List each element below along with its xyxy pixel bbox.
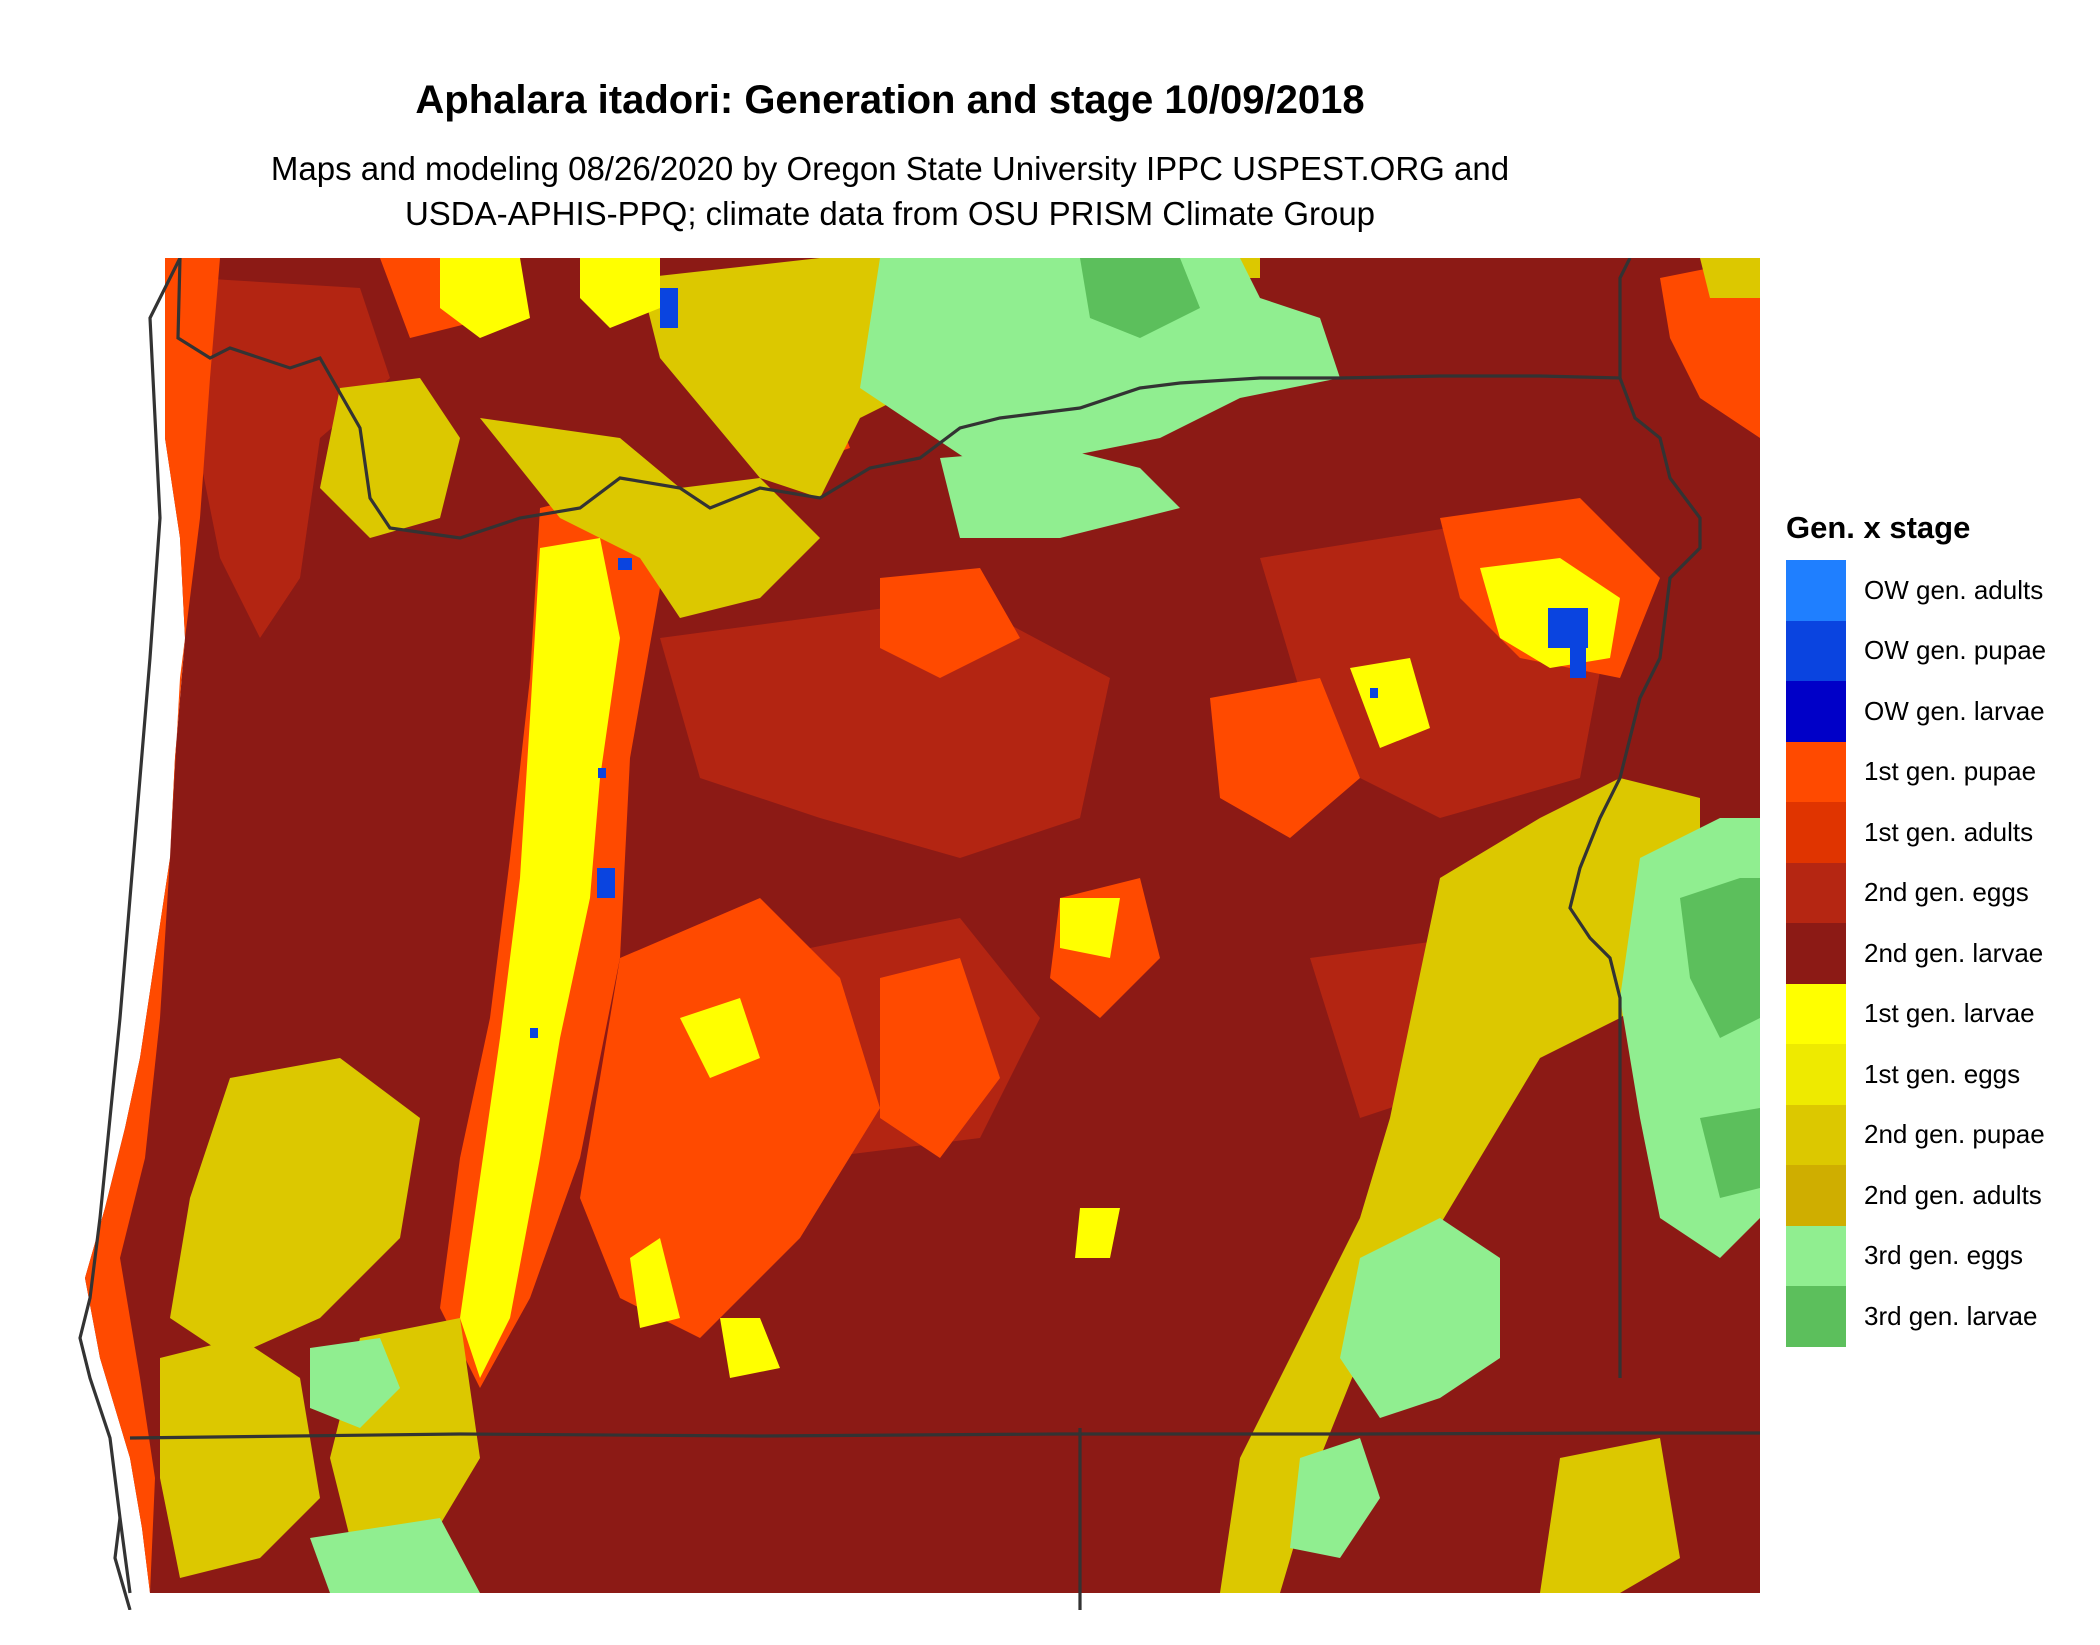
zone-2nd-gen-pupae: [160, 258, 1760, 1593]
legend-label: 2nd gen. larvae: [1864, 937, 2044, 968]
legend-item: 2nd gen. adults: [1786, 1165, 2086, 1226]
legend-label: 2nd gen. pupae: [1864, 1119, 2045, 1150]
legend-label: 2nd gen. adults: [1864, 1179, 2042, 1210]
subtitle-line-2: USDA-APHIS-PPQ; climate data from OSU PR…: [404, 195, 1376, 232]
legend-label: 1st gen. larvae: [1864, 998, 2035, 1029]
legend-title: Gen. x stage: [1786, 510, 1971, 545]
legend-swatch: [1786, 862, 1846, 923]
legend-label: 1st gen. pupae: [1864, 756, 2037, 787]
legend-swatch: [1786, 983, 1846, 1044]
legend-label: 1st gen. eggs: [1864, 1058, 2021, 1089]
legend-label: 2nd gen. eggs: [1864, 877, 2029, 908]
legend-swatch: [1786, 1286, 1846, 1347]
page-title: Aphalara itadori: Generation and stage 1…: [415, 78, 1365, 122]
legend-swatch: [1786, 923, 1846, 984]
boundary-lines: [78, 258, 1760, 1610]
legend-swatch: [1786, 620, 1846, 681]
legend-swatch: [1786, 1165, 1846, 1226]
map-panel: [60, 258, 1760, 1610]
legend-swatch: [1786, 802, 1846, 863]
legend-label: OW gen. pupae: [1864, 635, 2047, 666]
legend-item: OW gen. pupae: [1786, 620, 2086, 681]
legend-item: 1st gen. larvae: [1786, 983, 2086, 1044]
legend-swatch: [1786, 560, 1846, 621]
legend-item: 1st gen. pupae: [1786, 741, 2086, 802]
legend-swatch: [1786, 741, 1846, 802]
legend-item: OW gen. larvae: [1786, 681, 2086, 742]
legend-label: OW gen. larvae: [1864, 695, 2045, 726]
legend-label: 1st gen. adults: [1864, 816, 2034, 847]
legend-swatch: [1786, 681, 1846, 742]
legend-label: 3rd gen. eggs: [1864, 1240, 2024, 1271]
legend-item: 3rd gen. larvae: [1786, 1286, 2086, 1347]
legend-label: OW gen. adults: [1864, 574, 2044, 605]
legend-swatch: [1786, 1225, 1846, 1286]
legend-item: 2nd gen. pupae: [1786, 1104, 2086, 1165]
legend-item: 3rd gen. eggs: [1786, 1225, 2086, 1286]
legend-item: 1st gen. eggs: [1786, 1044, 2086, 1105]
legend: Gen. x stage OW gen. adults OW gen. pupae…: [1786, 510, 2086, 1347]
legend-swatch: [1786, 1044, 1846, 1105]
zone-ow-gen: [530, 288, 1588, 1038]
subtitle-line-1: Maps and modeling 08/26/2020 by Oregon S…: [270, 150, 1510, 187]
zone-3rd-gen-larvae: [1080, 258, 1760, 1198]
legend-item: 2nd gen. eggs: [1786, 862, 2086, 923]
legend-rows: OW gen. adults OW gen. pupae OW gen. larva…: [1786, 560, 2086, 1347]
legend-item: 1st gen. adults: [1786, 802, 2086, 863]
legend-item: 2nd gen. larvae: [1786, 923, 2086, 984]
legend-item: OW gen. adults: [1786, 560, 2086, 621]
legend-swatch: [1786, 1104, 1846, 1165]
stage-raster-map: [60, 258, 1760, 1610]
legend-label: 3rd gen. larvae: [1864, 1300, 2038, 1331]
